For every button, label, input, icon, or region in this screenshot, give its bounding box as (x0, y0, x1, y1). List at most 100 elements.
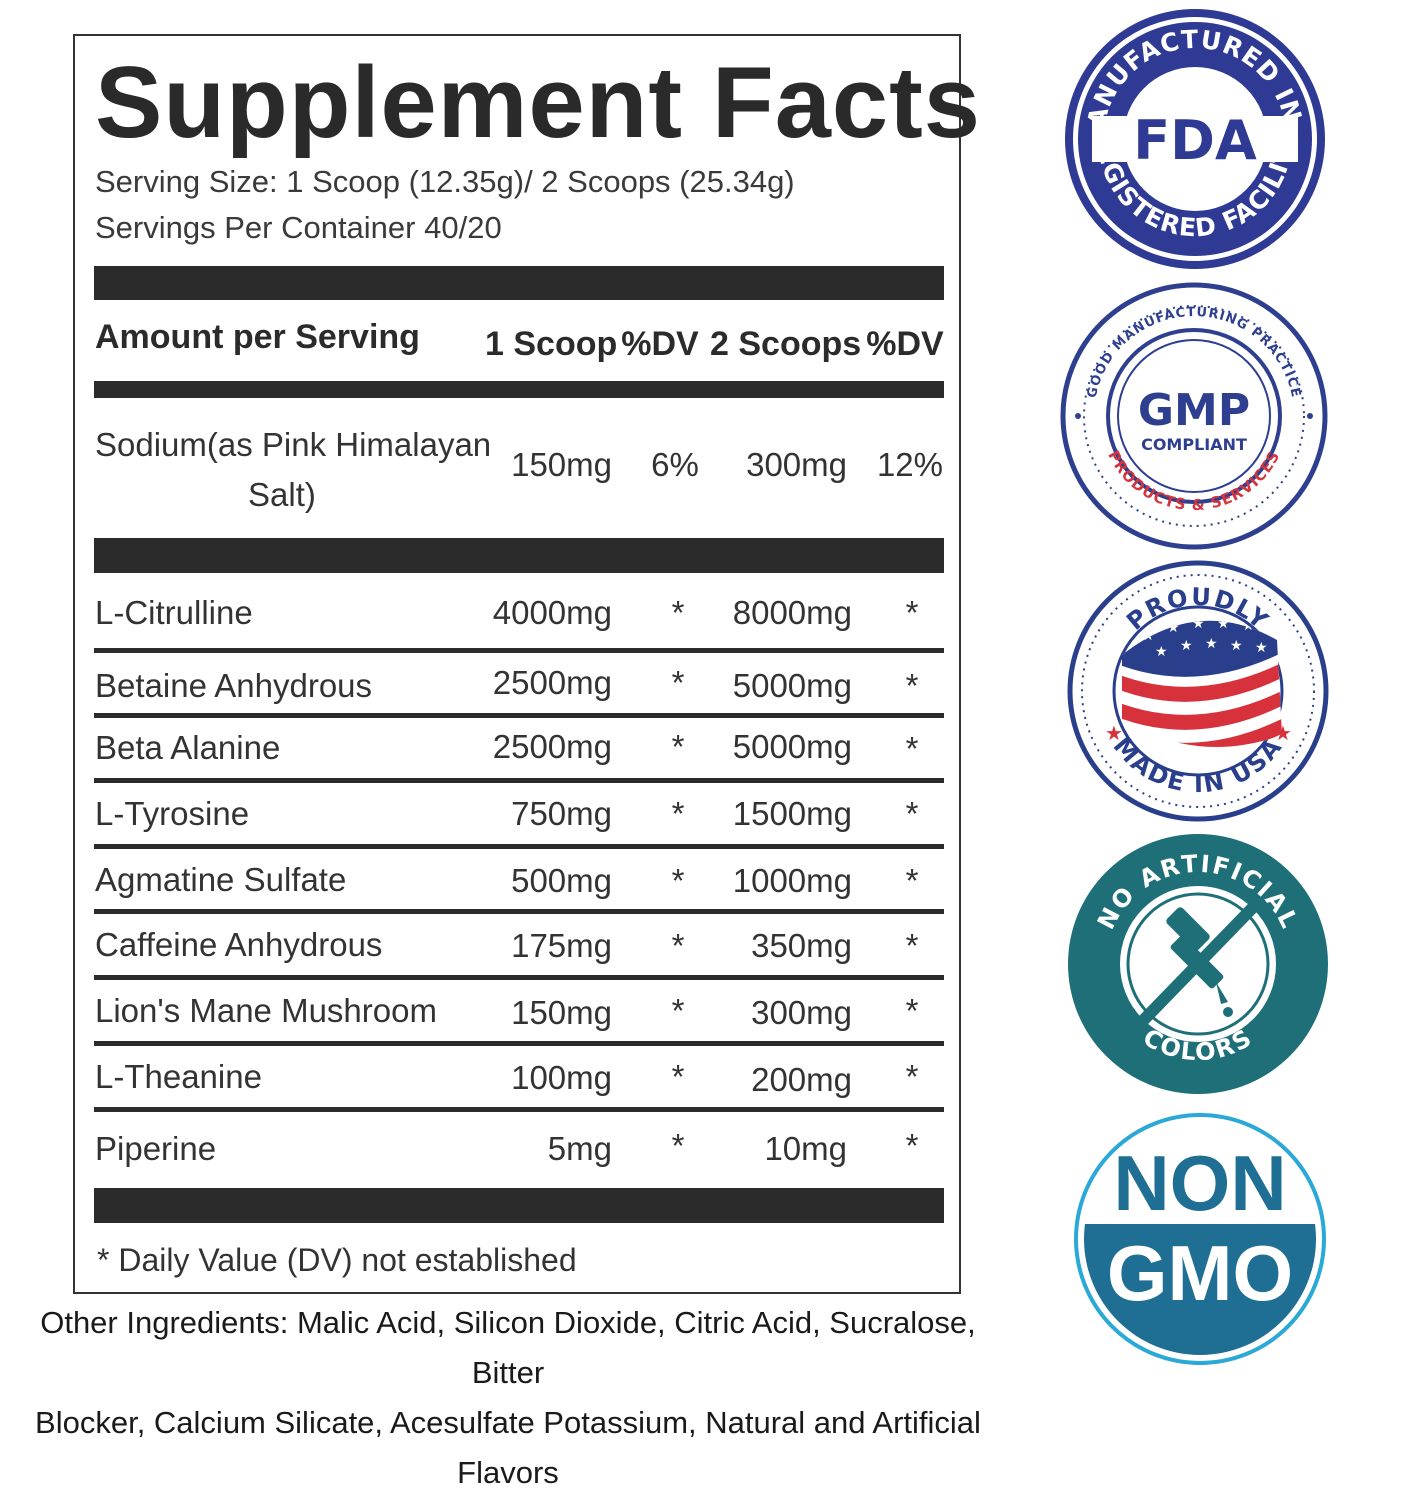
row-divider (94, 975, 944, 980)
svg-text:★: ★ (1255, 640, 1268, 656)
ingredient-dv1: * (671, 927, 685, 964)
ingredient-dv2: * (905, 992, 919, 1029)
ingredient-dv1: * (671, 795, 685, 832)
sodium-dv1: 6% (651, 446, 699, 483)
ingredient-dv2: * (905, 1058, 919, 1095)
dropper-icon: NO ARTIFICIAL COLORS (1068, 834, 1328, 1094)
sodium-two-scoops: 300mg (746, 446, 847, 483)
dv1-header: %DV (621, 325, 699, 363)
svg-text:★: ★ (1180, 638, 1193, 654)
svg-text:★: ★ (1217, 616, 1230, 632)
non-text: NON (1113, 1139, 1286, 1227)
other-ingredients-line2: Blocker, Calcium Silicate, Acesulfate Po… (35, 1405, 981, 1490)
ingredient-name: Caffeine Anhydrous (95, 926, 383, 963)
ingredient-dv2: * (905, 862, 919, 899)
svg-text:★: ★ (1230, 638, 1243, 654)
ingredient-one-scoop: 2500mg (492, 728, 612, 765)
ingredient-dv2: * (905, 1127, 919, 1164)
sodium-dv2: 12% (876, 446, 943, 483)
one-scoop-header: 1 Scoop (485, 325, 618, 363)
two-scoops-header: 2 Scoops (710, 325, 862, 363)
non-gmo-seal-icon: NON GMO (1074, 1113, 1326, 1365)
sodium-name-line1: Sodium(as Pink Himalayan (95, 426, 492, 463)
made-in-usa-badge: ★★★★★★ ★★★★★ PROUDLY MADE IN USA ★ ★ (1067, 560, 1329, 822)
gmp-compliant-badge: GOOD MANUFACTURING PRACTICE PRODUCTS & S… (1060, 282, 1328, 550)
no-artificial-colors-badge: NO ARTIFICIAL COLORS (1066, 832, 1330, 1096)
ingredient-dv1: * (671, 594, 685, 631)
svg-text:★: ★ (1155, 644, 1168, 660)
supplement-facts-panel: Supplement Facts Serving Size: 1 Scoop (… (73, 34, 980, 1294)
ingredient-two-scoops: 8000mg (732, 594, 852, 631)
sodium-one-scoop: 150mg (511, 446, 612, 483)
ingredient-one-scoop: 5mg (547, 1130, 612, 1167)
fda-text: FDA (1133, 109, 1257, 172)
ingredient-name: L-Theanine (95, 1058, 262, 1095)
facts-title: Supplement Facts (95, 47, 981, 159)
ingredient-dv2: * (905, 795, 919, 832)
ingredient-two-scoops: 5000mg (732, 728, 852, 765)
ingredient-one-scoop: 150mg (511, 994, 612, 1031)
ingredient-name: Lion's Mane Mushroom (95, 992, 437, 1029)
ingredient-one-scoop: 2500mg (492, 664, 612, 701)
row-divider (94, 648, 944, 653)
servings-per-container: Servings Per Container 40/20 (95, 210, 502, 245)
ingredient-name: Betaine Anhydrous (95, 667, 373, 704)
ingredient-two-scoops: 10mg (764, 1130, 847, 1167)
ingredient-name: Beta Alanine (95, 729, 281, 766)
ingredient-one-scoop: 750mg (511, 795, 612, 832)
amount-per-serving-header: Amount per Serving (95, 318, 420, 356)
divider-bar (94, 266, 944, 300)
ingredient-two-scoops: 300mg (751, 994, 852, 1031)
ingredient-two-scoops: 1500mg (732, 795, 852, 832)
other-ingredients: Other Ingredients: Malic Acid, Silicon D… (0, 1298, 1016, 1498)
ingredient-one-scoop: 175mg (511, 927, 612, 964)
divider-bar (94, 1188, 944, 1223)
gmp-seal-icon: GOOD MANUFACTURING PRACTICE PRODUCTS & S… (1060, 282, 1328, 550)
row-divider (94, 844, 944, 849)
ingredient-dv2: * (905, 667, 919, 704)
svg-text:★: ★ (1192, 616, 1205, 632)
ingredient-one-scoop: 4000mg (492, 594, 612, 631)
divider-bar (94, 381, 944, 398)
non-gmo-badge: NON GMO (1073, 1112, 1327, 1366)
dv2-header: %DV (866, 325, 944, 363)
ingredient-dv1: * (671, 1127, 685, 1164)
row-divider (94, 713, 944, 718)
ingredient-two-scoops: 1000mg (732, 862, 852, 899)
ingredient-dv2: * (905, 730, 919, 767)
ingredient-name: Agmatine Sulfate (95, 861, 347, 898)
row-divider (94, 778, 944, 783)
ingredient-one-scoop: 500mg (511, 862, 612, 899)
ingredient-dv1: * (671, 728, 685, 765)
ingredient-one-scoop: 100mg (511, 1059, 612, 1096)
ingredient-dv2: * (905, 927, 919, 964)
serving-size: Serving Size: 1 Scoop (12.35g)/ 2 Scoops… (95, 164, 795, 199)
divider-bar (94, 538, 944, 573)
us-flag-icon: ★★★★★★ ★★★★★ PROUDLY MADE IN USA ★ ★ (1067, 560, 1329, 822)
svg-text:★: ★ (1105, 721, 1123, 745)
ingredient-dv1: * (671, 664, 685, 701)
gmo-text: GMO (1107, 1229, 1293, 1317)
ingredient-name: Piperine (95, 1130, 217, 1167)
gmp-text: GMP (1138, 385, 1250, 436)
footnote: * Daily Value (DV) not established (97, 1242, 577, 1278)
ingredient-two-scoops: 350mg (751, 927, 852, 964)
sodium-name-line2: Salt) (248, 476, 316, 513)
other-ingredients-line1: Other Ingredients: Malic Acid, Silicon D… (40, 1305, 976, 1390)
row-divider (94, 1041, 944, 1046)
svg-text:★: ★ (1274, 721, 1292, 745)
ingredient-name: L-Tyrosine (95, 795, 250, 832)
row-divider (94, 909, 944, 914)
ingredient-two-scoops: 5000mg (732, 667, 852, 704)
svg-text:★: ★ (1205, 636, 1218, 652)
ingredient-name: L-Citrulline (95, 594, 253, 631)
gmp-sub-text: COMPLIANT (1141, 435, 1247, 454)
row-divider (94, 1107, 944, 1112)
fda-registered-badge: MANUFACTURED IN A REGISTERED FACILITY FD… (1062, 6, 1328, 272)
fda-seal-icon: MANUFACTURED IN A REGISTERED FACILITY FD… (1062, 6, 1325, 269)
ingredient-dv2: * (905, 594, 919, 631)
ingredient-dv1: * (671, 992, 685, 1029)
ingredient-dv1: * (671, 862, 685, 899)
ingredient-two-scoops: 200mg (751, 1061, 852, 1098)
ingredient-dv1: * (671, 1058, 685, 1095)
